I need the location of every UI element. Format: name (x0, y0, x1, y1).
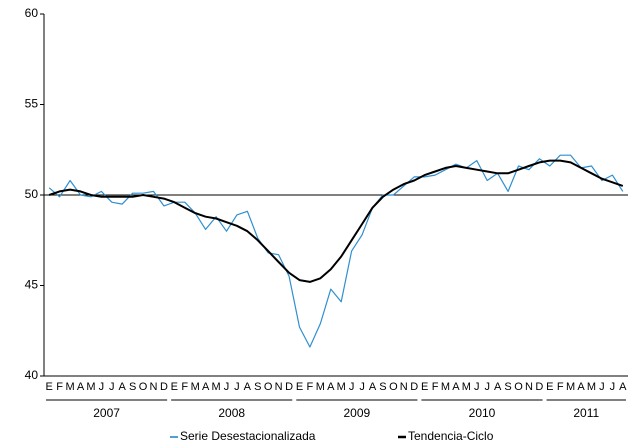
x-tick-label: J (599, 381, 605, 393)
year-label: 2011 (573, 406, 599, 420)
x-tick-label: J (610, 381, 616, 393)
x-tick-label: E (171, 381, 178, 393)
x-tick-label: A (577, 381, 585, 393)
x-tick-label: F (307, 381, 314, 393)
x-tick-label: M (211, 381, 220, 393)
x-tick-label: S (504, 381, 511, 393)
x-tick-label: A (327, 381, 335, 393)
y-tick-label: 60 (25, 6, 39, 20)
series-line (48, 159, 624, 283)
x-tick-label: A (619, 381, 627, 393)
x-tick-label: J (474, 381, 480, 393)
year-label: 2008 (218, 406, 245, 420)
legend-label: Serie Desestacionalizada (180, 429, 316, 443)
x-tick-label: E (46, 381, 53, 393)
x-tick-label: O (389, 381, 398, 393)
y-tick-label: 50 (25, 187, 39, 201)
x-tick-label: A (202, 381, 210, 393)
x-tick-label: M (566, 381, 575, 393)
y-tick-label: 45 (25, 278, 39, 292)
x-tick-label: N (150, 381, 158, 393)
x-tick-label: M (441, 381, 450, 393)
x-tick-label: F (56, 381, 63, 393)
x-tick-label: J (484, 381, 490, 393)
x-tick-label: A (119, 381, 127, 393)
x-tick-label: D (160, 381, 168, 393)
x-tick-label: M (86, 381, 95, 393)
x-tick-label: F (557, 381, 564, 393)
x-tick-label: J (109, 381, 115, 393)
x-tick-label: O (514, 381, 523, 393)
x-tick-label: A (244, 381, 252, 393)
y-tick-label: 40 (25, 368, 39, 382)
x-tick-label: J (99, 381, 105, 393)
x-tick-label: D (285, 381, 293, 393)
x-tick-label: M (462, 381, 471, 393)
x-tick-label: S (254, 381, 261, 393)
year-label: 2007 (93, 406, 120, 420)
x-tick-label: O (264, 381, 273, 393)
x-tick-label: N (525, 381, 533, 393)
x-tick-label: N (400, 381, 408, 393)
x-tick-label: J (359, 381, 365, 393)
x-tick-label: N (275, 381, 283, 393)
x-tick-label: E (421, 381, 428, 393)
year-label: 2009 (344, 406, 371, 420)
y-tick-label: 55 (25, 97, 39, 111)
x-tick-label: M (337, 381, 346, 393)
x-tick-label: E (546, 381, 553, 393)
x-tick-label: F (432, 381, 439, 393)
x-tick-label: A (77, 381, 85, 393)
x-tick-label: S (379, 381, 386, 393)
x-tick-label: D (535, 381, 543, 393)
series-line (48, 154, 624, 348)
x-tick-label: M (316, 381, 325, 393)
x-tick-label: S (129, 381, 136, 393)
x-tick-label: A (369, 381, 377, 393)
x-tick-label: M (65, 381, 74, 393)
x-tick-label: J (349, 381, 355, 393)
x-tick-label: M (191, 381, 200, 393)
x-tick-label: D (410, 381, 418, 393)
x-tick-label: M (587, 381, 596, 393)
x-tick-label: J (224, 381, 230, 393)
x-tick-label: E (296, 381, 303, 393)
x-tick-label: O (139, 381, 148, 393)
x-tick-label: A (494, 381, 502, 393)
x-tick-label: J (234, 381, 240, 393)
x-tick-label: F (181, 381, 188, 393)
legend-label: Tendencia-Ciclo (408, 429, 494, 443)
x-tick-label: A (452, 381, 460, 393)
year-label: 2010 (469, 406, 496, 420)
